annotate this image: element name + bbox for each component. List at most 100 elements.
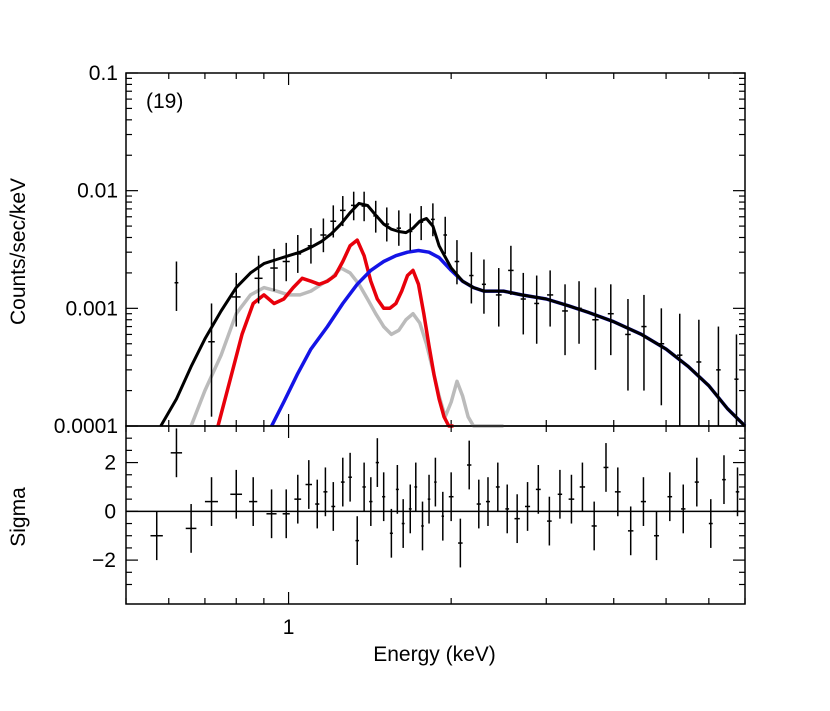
residual-point <box>230 469 243 519</box>
series-line <box>270 248 747 428</box>
residual-point <box>185 504 197 553</box>
y-tick-label: 2 <box>104 452 116 475</box>
series-line <box>159 201 747 428</box>
residual-point <box>525 482 531 531</box>
y-tick-label: −2 <box>92 549 116 572</box>
residual-point <box>640 477 647 526</box>
data-point <box>658 308 665 406</box>
residual-point <box>331 482 336 531</box>
residual-point <box>557 469 563 519</box>
residual-point <box>375 438 379 487</box>
data-point <box>294 234 302 273</box>
residual-point <box>514 494 520 544</box>
residual-point <box>369 477 373 526</box>
residual-point <box>735 467 740 517</box>
data-point <box>208 303 215 417</box>
residual-panel-ticks: 2 0 −2 1 <box>92 426 746 639</box>
y-tick-label: 0.0001 <box>54 415 118 438</box>
residual-point <box>568 474 575 524</box>
y-tick-label: 0.1 <box>89 62 118 85</box>
data-point <box>547 270 554 327</box>
residual-point <box>266 489 277 539</box>
residual-point <box>448 472 454 522</box>
data-point <box>430 203 435 237</box>
y-tick-label: 0 <box>104 500 116 523</box>
residual-point <box>282 489 290 539</box>
residual-point <box>505 484 510 534</box>
spectrum-panel: 0.1 0.01 0.001 0.0001 (19) Counts/sec/keV <box>7 62 747 438</box>
data-point <box>384 207 390 242</box>
residual-point <box>627 506 634 556</box>
residual-point <box>667 472 673 522</box>
residual-point <box>421 501 424 551</box>
data-point <box>607 284 614 356</box>
residual-point <box>441 491 445 541</box>
panel-annotation: (19) <box>146 90 183 113</box>
residual-point <box>395 465 399 514</box>
residual-point <box>614 467 621 517</box>
data-point <box>307 228 315 264</box>
residual-point <box>591 501 597 551</box>
residual-point <box>305 460 312 509</box>
residual-point <box>485 477 490 526</box>
data-point <box>625 299 631 391</box>
data-point <box>495 268 502 327</box>
data-point <box>351 191 357 221</box>
data-point <box>282 242 290 282</box>
residual-point <box>315 479 320 529</box>
residual-point <box>355 516 359 565</box>
y-tick-label: 0.01 <box>77 180 118 203</box>
data-point <box>419 206 424 241</box>
spectrum-panel-ticks: 0.1 0.01 0.001 0.0001 <box>54 62 746 438</box>
residual-point <box>708 499 713 548</box>
residual-point <box>348 452 352 502</box>
data-point <box>339 196 346 227</box>
residual-point <box>204 477 218 526</box>
residual-point <box>414 462 418 512</box>
residual-point <box>401 499 405 548</box>
residual-point <box>150 511 163 561</box>
residual-point <box>495 462 500 512</box>
series-line <box>216 238 454 428</box>
data-point <box>508 245 514 295</box>
residual-point <box>579 462 586 512</box>
residual-point <box>694 457 699 507</box>
data-point <box>454 240 460 285</box>
residual-point <box>408 484 412 534</box>
data-point <box>231 272 241 327</box>
residual-panel-frame <box>125 425 746 605</box>
residual-point <box>681 484 686 534</box>
y-tick-label: 0.001 <box>65 297 118 320</box>
residual-point <box>434 457 437 507</box>
data-point <box>254 255 263 304</box>
data-point <box>361 191 367 222</box>
data-point <box>641 294 647 391</box>
residual-y-axis-label: Sigma <box>7 487 30 547</box>
y-axis-label: Counts/sec/keV <box>7 178 30 325</box>
data-point <box>469 252 474 304</box>
residual-data-points <box>150 428 740 568</box>
data-point <box>396 210 402 246</box>
x-tick-label: 1 <box>283 616 295 639</box>
data-point <box>534 275 540 344</box>
data-point <box>270 248 278 292</box>
residual-point <box>389 508 393 558</box>
residual-point <box>170 428 183 478</box>
residual-point <box>427 474 431 524</box>
data-point <box>373 200 379 233</box>
residual-point <box>547 496 552 546</box>
residual-point <box>535 465 541 514</box>
data-point <box>320 218 327 253</box>
data-point <box>174 261 179 311</box>
data-point <box>330 205 337 238</box>
residual-point <box>467 440 472 490</box>
data-point <box>576 281 582 344</box>
spectrum-data-points <box>174 191 739 426</box>
residual-panel: 2 0 −2 1 Sigma <box>7 425 746 639</box>
residual-point <box>340 457 345 507</box>
residual-point <box>382 472 386 522</box>
residual-point <box>323 467 328 517</box>
residual-point <box>249 477 258 526</box>
residual-point <box>294 474 302 524</box>
